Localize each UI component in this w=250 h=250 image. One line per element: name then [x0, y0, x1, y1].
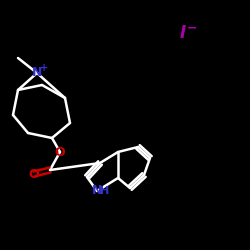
Text: N: N	[32, 66, 42, 80]
Text: O: O	[55, 146, 65, 158]
Text: N: N	[92, 184, 102, 198]
Text: +: +	[40, 63, 48, 73]
Text: I: I	[180, 24, 186, 42]
Text: −: −	[187, 22, 197, 35]
Text: O: O	[29, 168, 39, 180]
Text: H: H	[100, 186, 110, 196]
